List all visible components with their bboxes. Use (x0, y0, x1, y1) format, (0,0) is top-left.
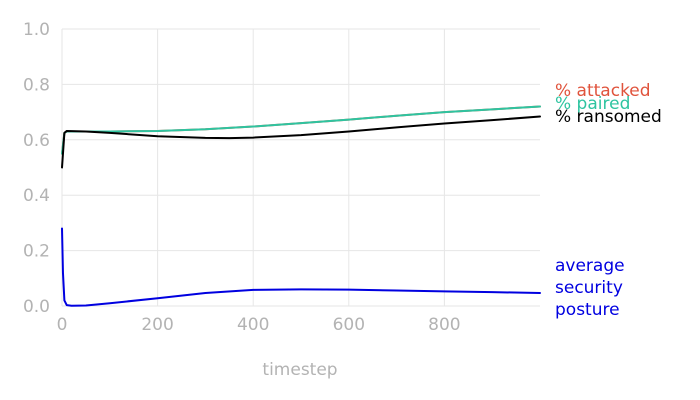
y-tick-label: 1.0 (23, 20, 50, 40)
series-label-3: average security posture (555, 256, 625, 320)
series-line-2 (61, 115, 541, 169)
y-tick-label: 0.4 (23, 186, 50, 206)
series-lines (61, 105, 541, 307)
y-tick-label: 0.8 (23, 75, 50, 95)
series-labels: % attacked% paired% ransomed average secur… (555, 81, 662, 320)
series-label-1: % paired (555, 94, 630, 114)
y-tick-label: 0.0 (23, 297, 50, 317)
series-label-0: % attacked (555, 81, 651, 101)
series-line-1 (61, 105, 541, 155)
x-tick-label: 400 (237, 315, 269, 335)
x-tick-label: 600 (333, 315, 365, 335)
grid (61, 28, 540, 307)
x-axis-title: timestep (262, 360, 337, 380)
y-tick-label: 0.6 (23, 131, 50, 151)
x-tick-label: 200 (141, 315, 173, 335)
series-line-0 (61, 105, 541, 155)
series-label-2: % ransomed (555, 107, 662, 127)
series-line-3 (61, 227, 541, 307)
x-tick-label: 0 (57, 315, 68, 335)
y-tick-label: 0.2 (23, 242, 50, 262)
x-tick-label: 800 (428, 315, 460, 335)
tick-labels: 0.0 0.2 0.4 0.6 0.8 1.0 0 200 400 600 800 (23, 20, 461, 335)
